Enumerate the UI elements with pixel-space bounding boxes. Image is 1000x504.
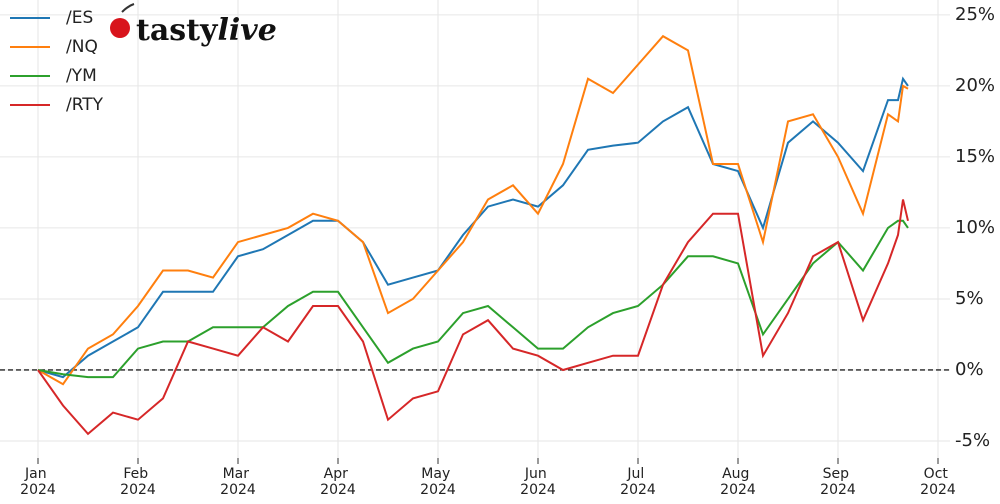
logo-part: tasty — [136, 13, 219, 48]
y-tick-label: 5% — [955, 288, 984, 309]
logo-cherry — [110, 18, 130, 38]
legend-label: /RTY — [66, 95, 104, 115]
x-tick-label: Jan 2024 — [20, 466, 56, 498]
legend-label: /NQ — [66, 37, 98, 57]
x-tick-label: Oct 2024 — [920, 466, 956, 498]
x-tick-label: Mar 2024 — [220, 466, 256, 498]
logo-stem — [121, 3, 135, 13]
legend: /ES/NQ/YM/RTY — [10, 8, 104, 115]
logo-part: live — [217, 13, 276, 48]
x-tick-label: Aug 2024 — [720, 466, 756, 498]
series-line — [37, 199, 909, 436]
y-tick-label: 20% — [955, 75, 995, 96]
x-tick-label: Jun 2024 — [520, 466, 556, 498]
logo: tastylive — [110, 3, 277, 48]
legend-label: /ES — [66, 8, 93, 28]
y-tick-label: 25% — [955, 4, 995, 25]
x-tick-label: May 2024 — [420, 466, 456, 498]
y-tick-label: 10% — [955, 217, 995, 238]
series-line — [37, 219, 909, 379]
y-tick-label: 0% — [955, 359, 984, 380]
x-tick-label: Apr 2024 — [320, 466, 356, 498]
x-tick-label: Sep 2024 — [820, 466, 856, 498]
logo-text: tastylive — [136, 13, 277, 48]
legend-label: /YM — [66, 66, 97, 86]
x-tick-label: Jul 2024 — [620, 466, 656, 498]
y-tick-label: -5% — [955, 430, 990, 451]
x-tick-label: Feb 2024 — [120, 466, 156, 498]
series-line — [37, 34, 909, 386]
series-line — [37, 76, 909, 379]
y-tick-label: 15% — [955, 146, 995, 167]
